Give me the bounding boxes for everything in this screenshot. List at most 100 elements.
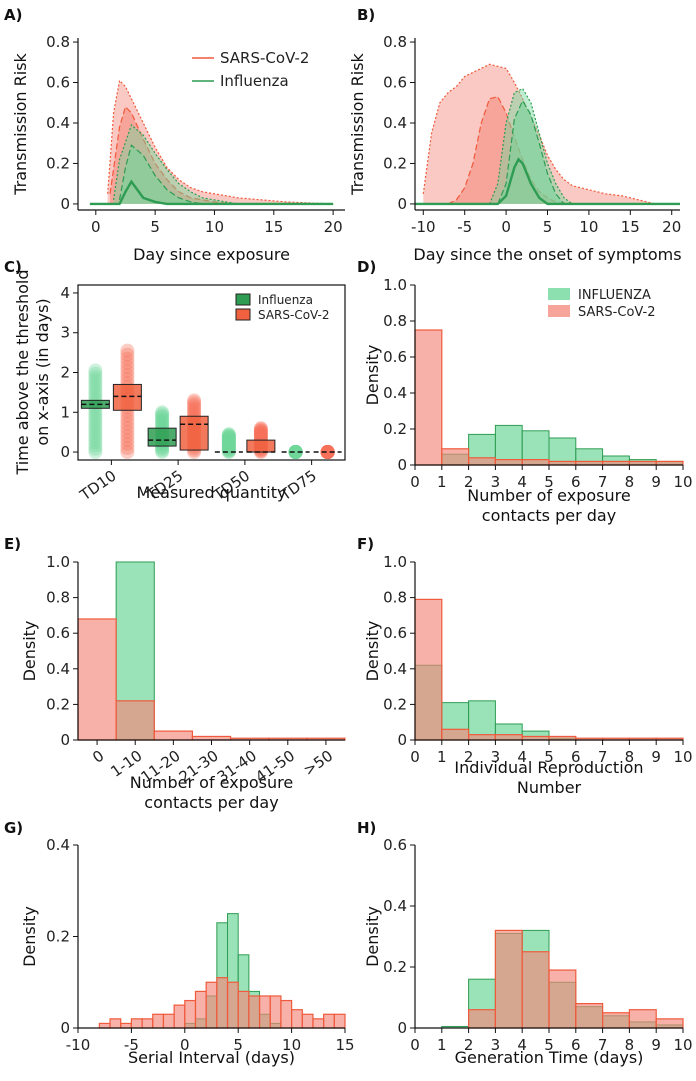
- panel-c-point: [221, 432, 236, 447]
- panel-h-sars-bar: [494, 929, 523, 1029]
- panel-h-ytick-label: 0.6: [383, 836, 407, 854]
- panel-c-point: [320, 445, 335, 460]
- panel-c-point: [288, 445, 303, 460]
- panel-c-point: [120, 428, 135, 443]
- panel-c-point: [187, 397, 202, 412]
- panel-f-ytick-label: 0.8: [383, 589, 407, 607]
- panel-c-panel-label: C): [4, 258, 22, 276]
- panel-e-ytick-label: 0.4: [46, 660, 70, 678]
- panel-c-point: [288, 445, 303, 460]
- panel-c-point: [120, 416, 135, 431]
- panel-c-point: [221, 433, 236, 448]
- panel-g-y-axis-label: Density: [20, 906, 39, 967]
- panel-c-point: [320, 445, 335, 460]
- panel-b-median-line: [415, 157, 680, 206]
- panel-c-point: [221, 445, 236, 460]
- panel-a-ytick-label: 0.2: [46, 154, 70, 172]
- panel-g-sars-bar: [323, 1013, 335, 1029]
- panel-g-sars-bar: [237, 990, 250, 1029]
- panel-c-point: [320, 445, 335, 460]
- panel-c-point: [221, 437, 236, 452]
- panel-c-point: [288, 445, 303, 460]
- panel-c-point: [288, 445, 303, 460]
- panel-e-x-axis-label: Number of exposure: [130, 773, 293, 792]
- panel-a-ytick-label: 0.4: [46, 114, 70, 132]
- panel-c-point: [221, 432, 236, 447]
- panel-c-point: [88, 435, 103, 450]
- panel-d-xtick-label: 7: [598, 473, 608, 491]
- panel-c-point: [88, 422, 103, 437]
- panel-c-point: [288, 445, 303, 460]
- panel-a-xtick-label: 10: [205, 218, 224, 236]
- panel-e-xtick-label: 0: [89, 747, 107, 767]
- panel-c-point: [320, 445, 335, 460]
- panel-c-point: [320, 445, 335, 460]
- panel-h-xtick-label: 6: [571, 1036, 581, 1054]
- panel-c-point: [120, 372, 135, 387]
- panel-h-ytick-label: 0: [397, 1019, 407, 1037]
- panel-c-ytick-label: 0: [60, 443, 70, 461]
- panel-b-band-edge-1: [447, 95, 581, 205]
- panel-e-ytick-label: 0: [60, 731, 70, 749]
- panel-c-point: [288, 445, 303, 460]
- panel-c-point: [120, 412, 135, 427]
- panel-c-point: [88, 445, 103, 460]
- panel-h-xtick-label: 0: [410, 1036, 420, 1054]
- panel-c-point: [253, 424, 268, 439]
- panel-c-point: [221, 430, 236, 445]
- panel-h-xtick-label: 9: [651, 1036, 661, 1054]
- panel-d-ytick-label: 0.2: [383, 420, 407, 438]
- panel-c-box: [112, 383, 142, 411]
- panel-f-xtick-label: 8: [625, 748, 635, 766]
- panel-h-sars-bar: [521, 951, 550, 1029]
- panel-d-panel-label: D): [357, 258, 376, 276]
- panel-b-y-axis-label: Transmission Risk: [348, 52, 367, 195]
- panel-c-point: [120, 351, 135, 366]
- panel-a-band-edge-0: [107, 79, 334, 205]
- panel-g-xtick-label: -5: [124, 1036, 139, 1054]
- panel-c-point: [253, 421, 268, 436]
- panel-h-xtick-label: 2: [464, 1036, 474, 1054]
- panel-c-point: [120, 445, 135, 460]
- panel-c-point: [88, 409, 103, 424]
- panel-g-sars-bar: [205, 981, 218, 1029]
- panel-c-point: [120, 343, 135, 358]
- panel-d-sars-bar: [494, 459, 523, 466]
- panel-c-point: [320, 445, 335, 460]
- panel-c-point: [221, 442, 236, 457]
- panel-e-sars-bar: [77, 618, 117, 741]
- panel-e-x-axis-label: contacts per day: [144, 793, 278, 812]
- panel-c-point: [320, 445, 335, 460]
- panel-c-point: [320, 445, 335, 460]
- panel-a-legend-label: Influenza: [220, 72, 289, 90]
- panel-c-point: [221, 437, 236, 452]
- panel-b-panel-label: B): [357, 6, 375, 24]
- panel-c-point: [155, 406, 170, 421]
- panel-c-point: [288, 445, 303, 460]
- panel-c-point: [253, 428, 268, 443]
- panel-c-point: [120, 359, 135, 374]
- panel-c-point: [288, 445, 303, 460]
- panel-c-point: [88, 379, 103, 394]
- panel-g-xtick-label: 5: [233, 1036, 243, 1054]
- panel-g-xtick-label: 10: [282, 1036, 301, 1054]
- panel-c-point: [221, 434, 236, 449]
- panel-b-ytick-label: 0.6: [383, 74, 407, 92]
- panel-c-point: [320, 445, 335, 460]
- panel-h-xtick-label: 3: [491, 1036, 501, 1054]
- panel-h-xtick-label: 8: [625, 1036, 635, 1054]
- panel-f-xtick-label: 0: [410, 748, 420, 766]
- panel-c-point: [320, 445, 335, 460]
- panel-c-point: [120, 424, 135, 439]
- panel-e-ytick-label: 1.0: [46, 553, 70, 571]
- panel-c-point: [88, 366, 103, 381]
- panel-c-point: [221, 440, 236, 455]
- panel-h-x-axis-label: Generation Time (days): [455, 1048, 644, 1067]
- panel-g-sars-bar: [280, 999, 293, 1029]
- panel-c-point: [288, 445, 303, 460]
- panel-c-point: [187, 395, 202, 410]
- panel-d-xtick-label: 1: [437, 473, 447, 491]
- panel-d-y-axis-label: Density: [363, 345, 382, 406]
- panel-a-xtick-label: 20: [324, 218, 343, 236]
- panel-c-ytick-label: 2: [60, 364, 70, 382]
